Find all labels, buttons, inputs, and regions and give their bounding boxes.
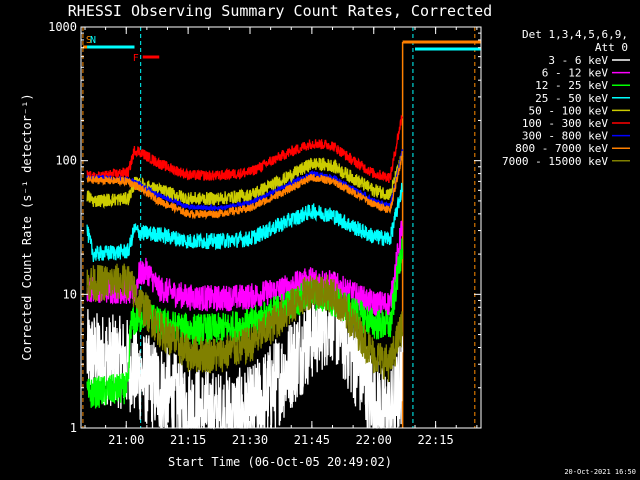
axes-frame — [80, 26, 482, 429]
legend-label-6: 300 - 800 keV — [522, 130, 608, 143]
series-line-5 — [86, 114, 404, 183]
generation-timestamp: 20-Oct-2021 16:50 — [564, 468, 636, 476]
x-tick-label-0: 21:00 — [108, 433, 144, 447]
series-line-1 — [86, 220, 403, 317]
x-axis-label: Start Time (06-Oct-05 20:49:02) — [168, 455, 392, 469]
series-line-3 — [86, 182, 404, 263]
flag-label-N: N — [90, 35, 96, 46]
x-tick-label-2: 21:30 — [232, 433, 268, 447]
plot-area: SN F — [82, 27, 481, 430]
axis-ticks: 21:00 21:15 21:30 21:45 22:00 22:15 1 10 100 1000 — [48, 20, 481, 447]
legend-label-4: 50 - 100 keV — [529, 104, 609, 117]
x-tick-label-3: 21:45 — [294, 433, 330, 447]
y-tick-label-1: 10 — [63, 287, 77, 301]
series-line-4 — [86, 151, 404, 209]
flag-label-F: F — [133, 53, 139, 64]
legend-label-5: 100 - 300 keV — [522, 117, 608, 130]
flag-label-S: S — [86, 35, 92, 46]
legend-label-0: 3 - 6 keV — [548, 54, 608, 67]
legend-header-line-1: Det 1,3,4,5,6,9, — [522, 28, 628, 41]
legend-label-7: 800 - 7000 keV — [515, 142, 608, 155]
chart-title: RHESSI Observing Summary Count Rates, Co… — [68, 2, 492, 20]
legend-label-2: 12 - 25 keV — [535, 79, 608, 92]
x-tick-label-1: 21:15 — [170, 433, 206, 447]
x-tick-label-5: 22:15 — [418, 433, 454, 447]
y-tick-label-0: 1 — [70, 421, 77, 435]
series-line-7 — [86, 151, 404, 220]
y-tick-label-2: 100 — [55, 154, 77, 168]
x-tick-label-4: 22:00 — [356, 433, 392, 447]
y-tick-label-3: 1000 — [48, 20, 77, 34]
plot-border — [80, 26, 482, 429]
y-axis-label: Corrected Count Rate (s⁻¹ detector⁻¹) — [20, 93, 34, 360]
legend-label-3: 25 - 50 keV — [535, 92, 608, 105]
legend-label-1: 6 - 12 keV — [542, 67, 609, 80]
legend-label-8: 7000 - 15000 keV — [502, 155, 608, 168]
series-line-8 — [86, 263, 404, 382]
legend-header-line-2: Att 0 — [595, 41, 628, 54]
